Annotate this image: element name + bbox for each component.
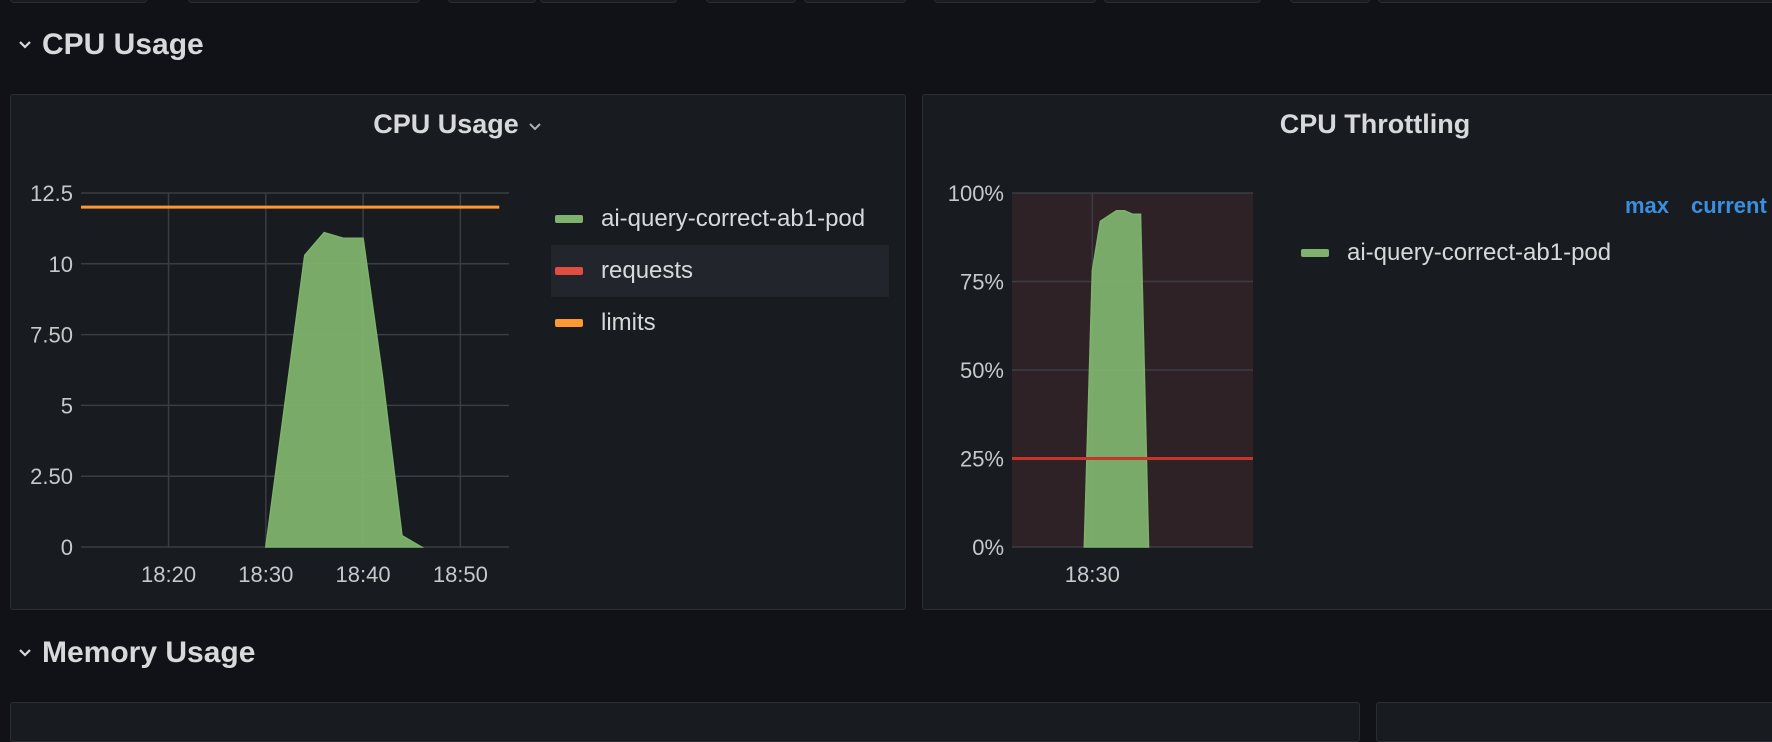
row-title: CPU Usage [42,28,204,61]
legend-label: ai-query-correct-ab1-pod [1347,239,1612,266]
y-tick-label: 2.50 [30,464,73,489]
y-tick-label: 50% [960,358,1004,383]
cpu-usage-legend: ai-query-correct-ab1-pod requests limits [551,193,889,349]
legend-label: requests [601,257,694,284]
legend-item-pod[interactable]: ai-query-correct-ab1-pod [551,193,889,245]
chevron-down-icon [529,123,541,131]
x-tick-label: 18:20 [141,562,196,587]
top-control[interactable] [540,0,677,3]
y-tick-label: 25% [960,447,1004,472]
y-tick-label: 12.5 [30,181,73,206]
panel-title[interactable]: CPU Usage [11,109,905,140]
panel-memory-usage [10,702,1360,742]
y-tick-label: 10 [49,252,73,277]
top-control[interactable] [934,0,1096,3]
dashboard-top-controls [0,0,1772,3]
x-tick-label: 18:30 [1065,562,1120,587]
panel-memory-secondary [1376,702,1772,742]
panel-cpu-usage: CPU Usage 0 2.50 5 7.50 10 12.5 18:20 18:30 18:4… [10,94,906,610]
panel-title-text: CPU Throttling [1279,109,1471,139]
y-tick-label: 7.50 [30,323,73,348]
legend-item-requests[interactable]: requests [551,245,889,297]
top-control[interactable] [1104,0,1261,3]
top-control[interactable] [448,0,536,3]
legend-header-current[interactable]: current [1691,193,1767,218]
legend-label: ai-query-correct-ab1-pod [601,205,866,232]
chevron-down-icon [19,649,31,657]
cpu-throttling-legend: ai-query-correct-ab1-pod [1297,227,1717,279]
legend-swatch [555,267,583,275]
chevron-down-icon [19,41,31,49]
y-tick-label: 0% [972,535,1004,560]
top-control[interactable] [804,0,906,3]
legend-swatch [555,319,583,327]
x-tick-label: 18:40 [336,562,391,587]
legend-swatch [1301,249,1329,257]
legend-swatch [555,215,583,223]
top-control[interactable] [10,0,147,3]
panel-title[interactable]: CPU Throttling [923,109,1772,140]
panel-cpu-throttling: CPU Throttling 0% 25% 50% 75% 100% 18:30 max … [922,94,1772,610]
cpu-throttling-chart[interactable]: 0% 25% 50% 75% 100% 18:30 [923,95,1263,611]
panel-title-text: CPU Usage [373,109,519,139]
y-tick-label: 0 [61,535,73,560]
row-header-cpu[interactable]: CPU Usage [18,28,204,62]
top-control[interactable] [188,0,420,3]
legend-header-max[interactable]: max [1625,193,1670,218]
series-area-ai-query-correct-ab1-pod [1083,209,1150,548]
x-tick-label: 18:30 [238,562,293,587]
row-title: Memory Usage [42,636,256,669]
x-tick-label: 18:50 [433,562,488,587]
top-control[interactable] [1378,0,1772,3]
top-control[interactable] [706,0,796,3]
legend-item-pod[interactable]: ai-query-correct-ab1-pod [1297,227,1717,279]
top-control[interactable] [1290,0,1370,3]
y-tick-label: 100% [948,181,1004,206]
cpu-usage-chart[interactable]: 0 2.50 5 7.50 10 12.5 18:20 18:30 18:40 18:50 [11,95,531,611]
y-tick-label: 75% [960,270,1004,295]
series-area-ai-query-correct-ab1-pod [264,231,425,548]
legend-label: limits [601,309,656,336]
row-header-memory[interactable]: Memory Usage [18,636,255,670]
legend-item-limits[interactable]: limits [551,297,889,349]
y-tick-label: 5 [61,393,73,418]
